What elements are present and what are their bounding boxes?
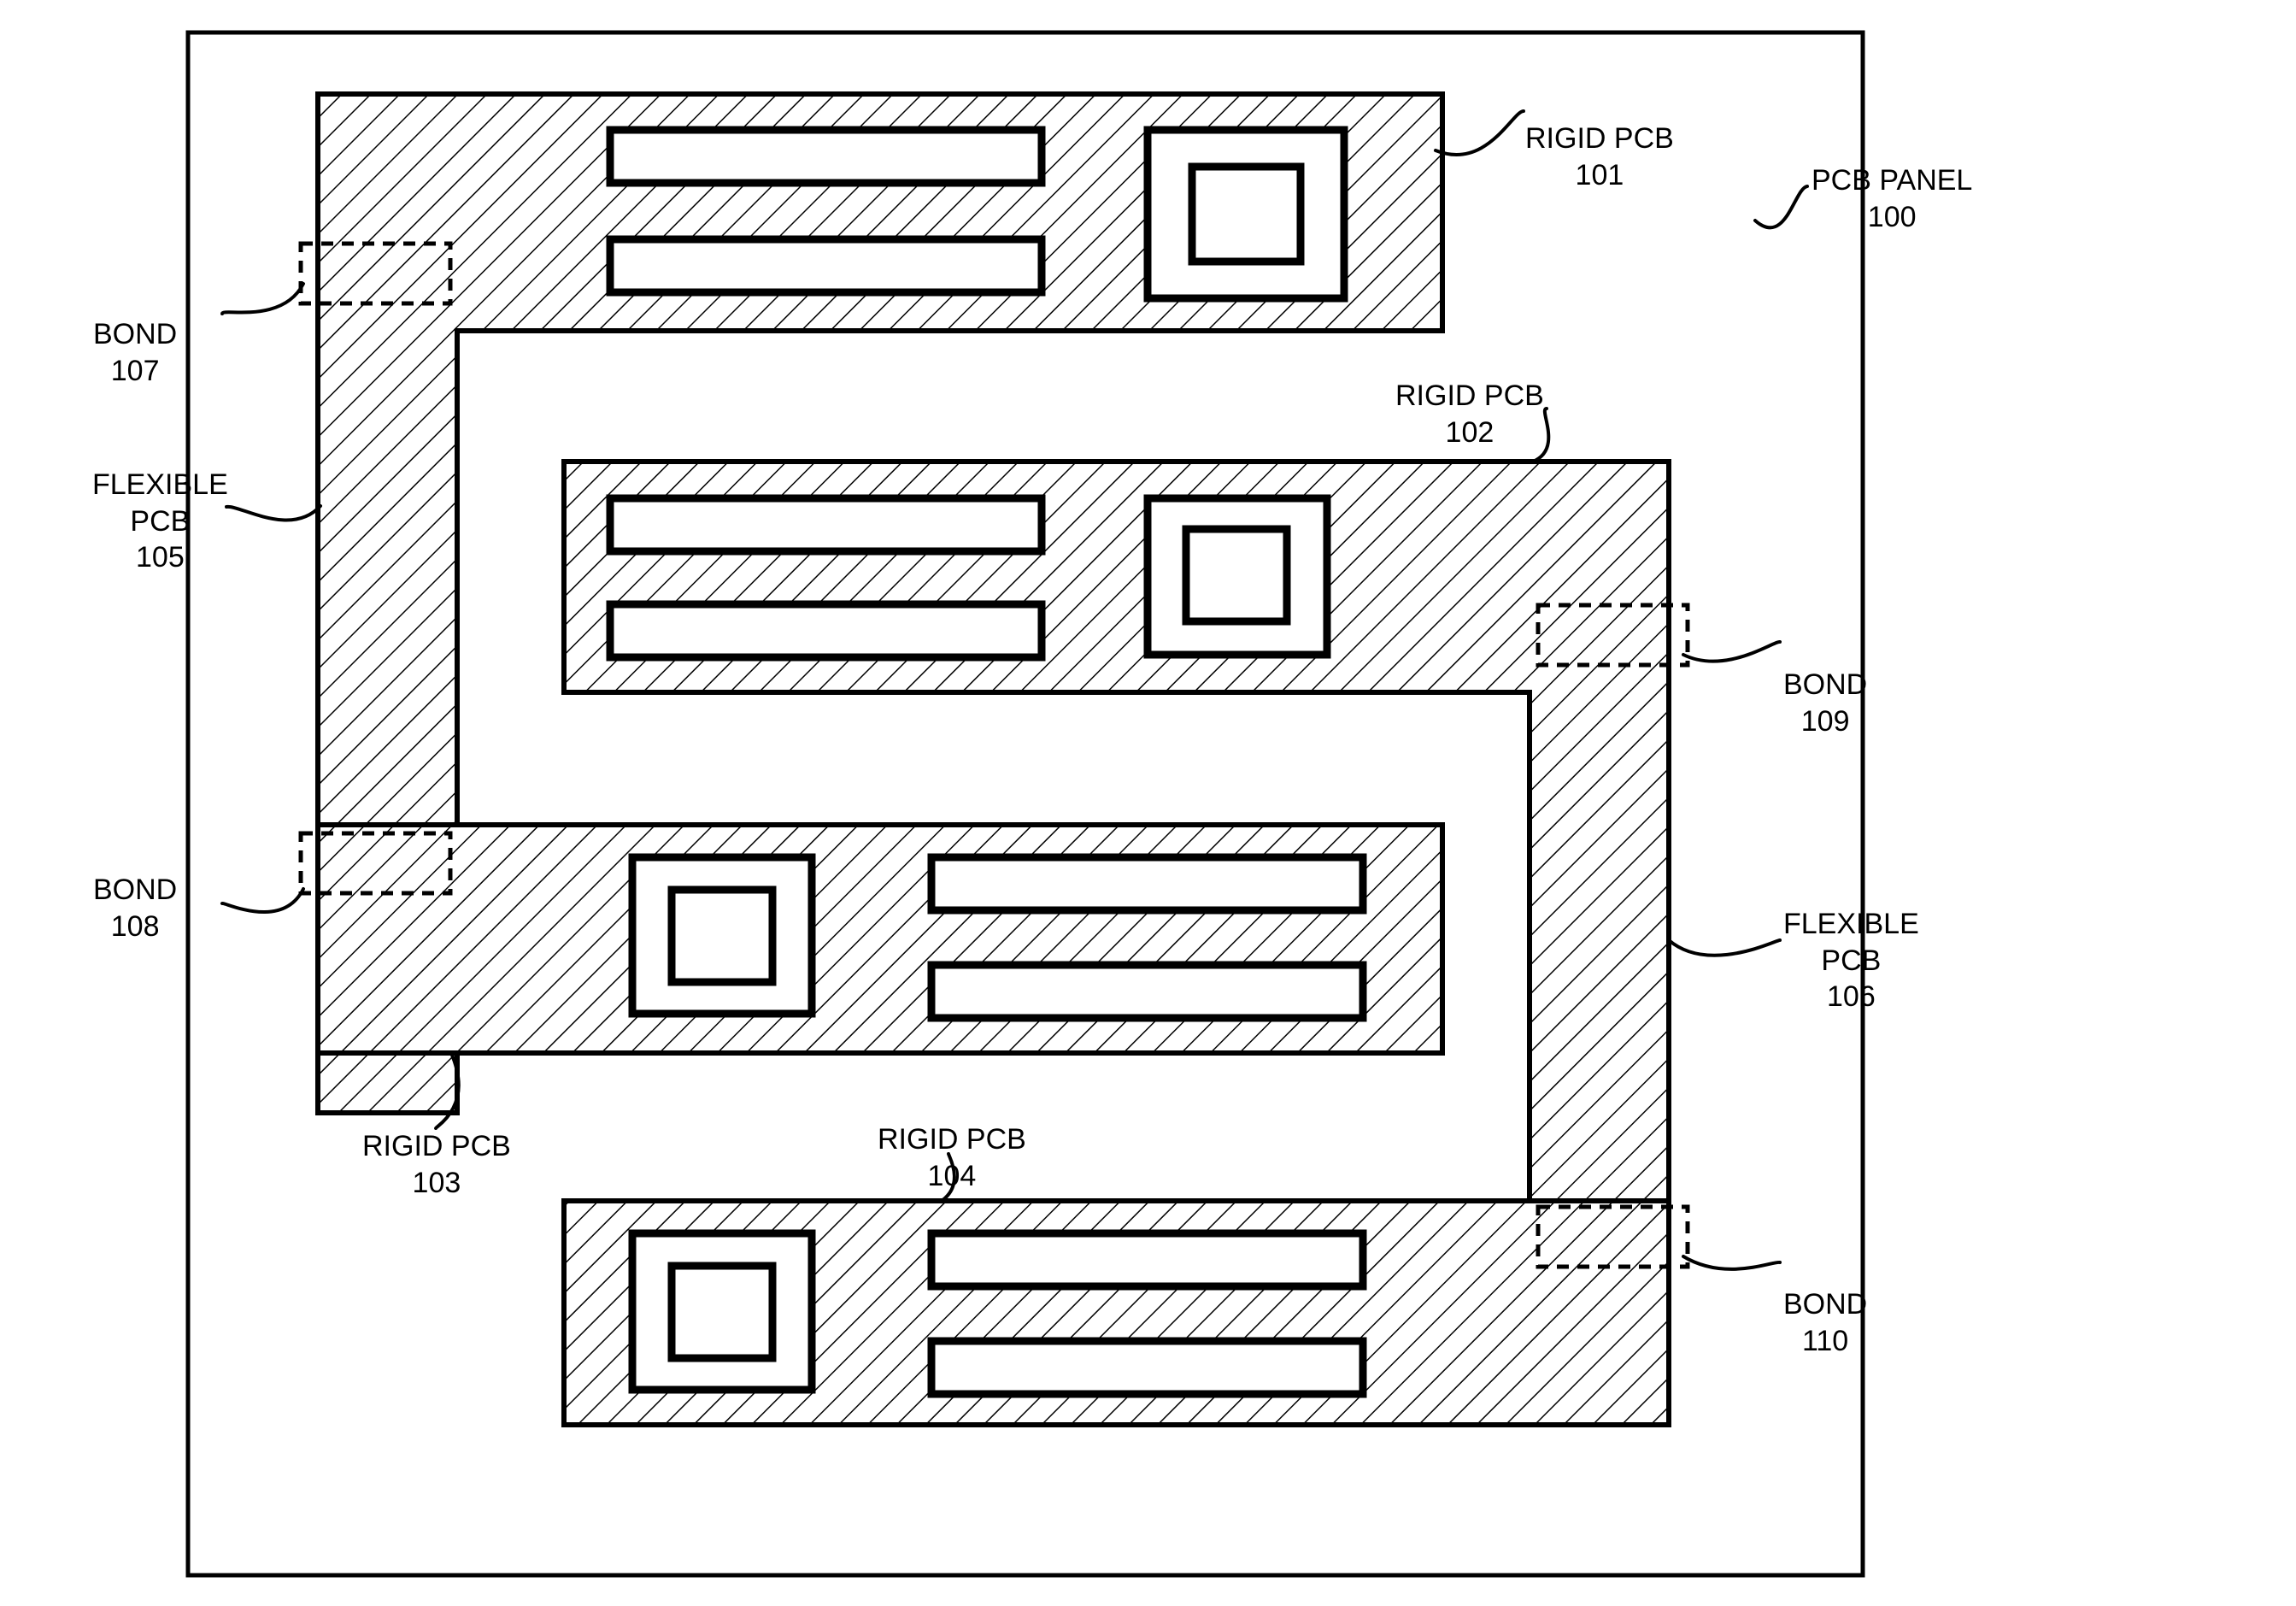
lab-101: RIGID PCB 101 xyxy=(1525,121,1674,193)
lab-100: PCB PANEL 100 xyxy=(1812,162,1972,235)
lab-105: FLEXIBLE PCB 105 xyxy=(92,467,228,576)
component-cutout xyxy=(610,239,1042,292)
component-cutout xyxy=(610,130,1042,183)
lab-109: BOND 109 xyxy=(1783,667,1867,739)
component-cutout xyxy=(931,857,1363,910)
diagram-stage: PCB PANEL 100 RIGID PCB 101 BOND 107 FLEXIB… xyxy=(0,0,2296,1606)
leader-l-101 xyxy=(1436,111,1524,155)
lab-102: RIGID PCB 102 xyxy=(1395,378,1544,450)
lab-106: FLEXIBLE PCB 106 xyxy=(1783,906,1919,1015)
component-cutout xyxy=(931,965,1363,1018)
component-cutout xyxy=(931,1341,1363,1394)
component-cutout xyxy=(632,1233,812,1390)
component-cutout xyxy=(610,498,1042,551)
lab-103: RIGID PCB 103 xyxy=(362,1128,511,1201)
leader-l-109 xyxy=(1683,642,1780,662)
leader-l-110 xyxy=(1683,1256,1780,1269)
lab-108: BOND 108 xyxy=(93,872,177,944)
component-cutout xyxy=(1148,130,1344,298)
diagram-svg xyxy=(0,0,2296,1606)
component-cutout xyxy=(610,604,1042,657)
leader-l-106 xyxy=(1669,940,1780,956)
component-cutout xyxy=(931,1233,1363,1286)
component-cutout xyxy=(632,857,812,1014)
lab-104: RIGID PCB 104 xyxy=(878,1121,1026,1194)
rigid104 xyxy=(564,1201,1669,1425)
leader-l-107 xyxy=(222,284,303,314)
leader-l-105 xyxy=(226,506,320,520)
lab-110: BOND 110 xyxy=(1783,1286,1867,1359)
lab-107: BOND 107 xyxy=(93,316,177,389)
rigid103 xyxy=(318,825,1442,1053)
leader-l-100 xyxy=(1755,186,1807,227)
component-cutout xyxy=(1148,498,1327,655)
leader-l-108 xyxy=(222,889,303,912)
